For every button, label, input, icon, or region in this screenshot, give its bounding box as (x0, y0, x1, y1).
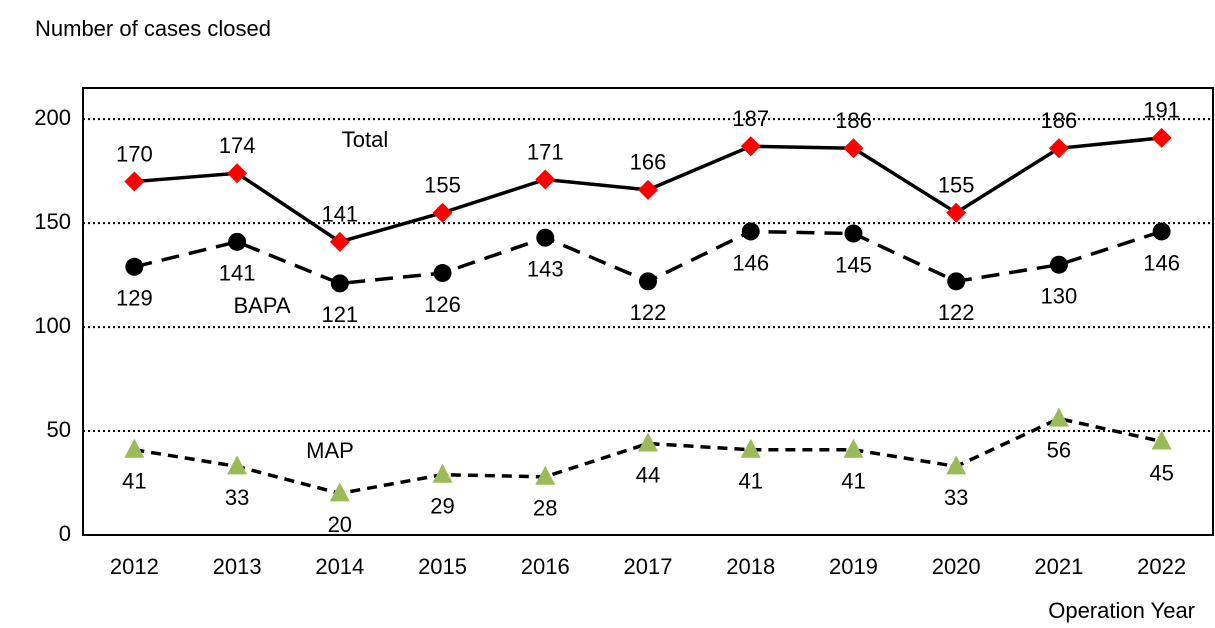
marker (1049, 255, 1068, 274)
marker (1152, 222, 1171, 241)
plot-frame (82, 87, 1214, 536)
marker (432, 463, 453, 483)
marker (227, 455, 248, 475)
marker (843, 138, 864, 159)
y-tick-label: 150 (34, 209, 71, 234)
marker (124, 171, 145, 192)
marker (946, 202, 967, 223)
marker (535, 169, 556, 190)
data-label: 41 (841, 469, 865, 494)
data-label: 191 (1143, 98, 1180, 123)
data-label: 170 (116, 141, 153, 166)
marker (639, 272, 657, 291)
data-label: 28 (533, 496, 557, 521)
data-label: 171 (527, 139, 564, 164)
data-label: 41 (122, 469, 146, 494)
data-label: 174 (219, 133, 256, 158)
data-label: 126 (424, 292, 461, 317)
y-axis-title: Number of cases closed (35, 16, 271, 41)
data-label: 146 (732, 250, 769, 275)
data-label: 121 (321, 302, 358, 327)
data-label: 20 (328, 512, 352, 537)
data-label: 187 (732, 106, 769, 131)
marker (946, 455, 967, 475)
marker (1048, 407, 1069, 427)
x-tick-label: 2017 (624, 554, 673, 579)
series-line (134, 416, 1163, 496)
data-label: 141 (219, 261, 256, 286)
y-tick-label: 0 (59, 521, 71, 546)
marker (947, 272, 966, 291)
data-label: 41 (738, 469, 762, 494)
series-name: MAP (306, 438, 354, 463)
marker (329, 482, 350, 502)
marker (125, 257, 144, 276)
marker (330, 274, 349, 293)
data-label: 56 (1047, 437, 1071, 462)
marker (433, 264, 452, 283)
marker (536, 228, 555, 247)
y-tick-label: 50 (47, 417, 71, 442)
data-label: 145 (835, 252, 872, 277)
data-label: 186 (1041, 108, 1078, 133)
marker (535, 465, 556, 485)
y-tick-label: 200 (34, 105, 71, 130)
data-label: 141 (321, 202, 358, 227)
data-label: 45 (1149, 460, 1173, 485)
series-name: BAPA (233, 293, 290, 318)
data-label: 143 (527, 257, 564, 282)
marker (1151, 127, 1172, 148)
y-tick-label: 100 (34, 313, 71, 338)
data-label: 29 (430, 494, 454, 519)
marker (638, 179, 658, 200)
marker (329, 231, 350, 252)
marker (228, 232, 247, 251)
marker (843, 438, 864, 458)
series-name: Total (342, 127, 388, 152)
marker (1048, 138, 1069, 159)
data-label: 122 (938, 300, 975, 325)
marker (741, 222, 760, 241)
data-label: 33 (944, 485, 968, 510)
marker (1151, 430, 1172, 450)
x-tick-label: 2013 (213, 554, 262, 579)
x-tick-label: 2019 (829, 554, 878, 579)
data-label: 130 (1041, 284, 1078, 309)
data-label: 155 (424, 173, 461, 198)
x-tick-label: 2018 (726, 554, 775, 579)
data-label: 146 (1143, 250, 1180, 275)
x-tick-label: 2022 (1137, 554, 1186, 579)
data-label: 186 (835, 108, 872, 133)
x-tick-label: 2014 (315, 554, 364, 579)
marker (740, 136, 761, 157)
marker (227, 163, 248, 184)
x-tick-label: 2015 (418, 554, 467, 579)
marker (844, 224, 863, 243)
data-label: 44 (636, 462, 660, 487)
data-label: 122 (630, 300, 667, 325)
x-axis-title: Operation Year (1048, 598, 1195, 623)
x-tick-label: 2021 (1034, 554, 1083, 579)
x-tick-label: 2012 (110, 554, 159, 579)
marker (124, 438, 145, 458)
x-tick-label: 2020 (932, 554, 981, 579)
marker (740, 438, 761, 458)
marker (638, 432, 658, 452)
marker (432, 202, 453, 223)
data-label: 33 (225, 485, 249, 510)
data-label: 155 (938, 173, 975, 198)
data-label: 129 (116, 286, 153, 311)
data-label: 166 (630, 150, 667, 175)
x-tick-label: 2016 (521, 554, 570, 579)
